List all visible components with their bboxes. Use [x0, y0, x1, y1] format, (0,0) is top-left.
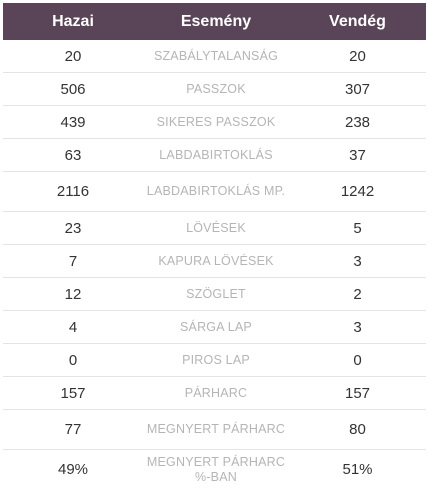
event-label: LABDABIRTOKLÁS	[143, 138, 289, 172]
event-label: LABDABIRTOKLÁS MP.	[143, 171, 289, 212]
away-value: 307	[289, 72, 426, 106]
header-home: Hazai	[3, 3, 143, 40]
home-value: 12	[3, 277, 143, 311]
away-value: 80	[289, 409, 426, 450]
away-value: 0	[289, 343, 426, 377]
away-value: 2	[289, 277, 426, 311]
away-value: 51%	[342, 461, 373, 478]
table-row: 4 SÁRGA LAP 3	[3, 310, 426, 344]
home-value: 439	[3, 105, 143, 139]
header-away: Vendég	[289, 3, 426, 40]
away-value: 1242	[289, 171, 426, 212]
table-row: 49% MEGNYERT PÁRHARC %-BAN 51%	[3, 450, 426, 490]
table-row: 20 SZABÁLYTALANSÁG 20	[3, 40, 426, 73]
event-label: SÁRGA LAP	[143, 310, 289, 344]
table-header-row: Hazai Esemény Vendég	[3, 3, 426, 40]
event-label: SZABÁLYTALANSÁG	[143, 40, 289, 73]
table-row: 63 LABDABIRTOKLÁS 37	[3, 138, 426, 172]
header-event: Esemény	[143, 3, 289, 40]
stats-body: 20 SZABÁLYTALANSÁG 20 506 PASSZOK 307 439 SIKER…	[3, 40, 426, 489]
table-row: 7 KAPURA LÖVÉSEK 3	[3, 244, 426, 278]
table-row: 12 SZÖGLET 2	[3, 277, 426, 311]
table-row: 506 PASSZOK 307	[3, 72, 426, 106]
away-value: 238	[289, 105, 426, 139]
event-label: MEGNYERT PÁRHARC %-BAN	[146, 454, 286, 484]
event-label: MEGNYERT PÁRHARC	[143, 409, 289, 450]
table-row: 77 MEGNYERT PÁRHARC 80	[3, 409, 426, 450]
event-label: PÁRHARC	[143, 376, 289, 410]
event-label: PIROS LAP	[143, 343, 289, 377]
table-row: 2116 LABDABIRTOKLÁS MP. 1242	[3, 171, 426, 212]
table-row: 0 PIROS LAP 0	[3, 343, 426, 377]
away-value: 20	[289, 40, 426, 73]
home-value: 63	[3, 138, 143, 172]
home-value: 506	[3, 72, 143, 106]
table-row: 23 LÖVÉSEK 5	[3, 211, 426, 245]
match-stats-table: Hazai Esemény Vendég 20 SZABÁLYTALANSÁG 20…	[3, 3, 426, 489]
away-value: 3	[289, 244, 426, 278]
event-label: KAPURA LÖVÉSEK	[143, 244, 289, 278]
home-value: 20	[3, 40, 143, 73]
event-label: SIKERES PASSZOK	[143, 105, 289, 139]
event-label: LÖVÉSEK	[143, 211, 289, 245]
away-value: 5	[289, 211, 426, 245]
away-value: 157	[289, 376, 426, 410]
home-value: 4	[3, 310, 143, 344]
table-row: 439 SIKERES PASSZOK 238	[3, 105, 426, 139]
home-value: 77	[3, 409, 143, 450]
away-value: 3	[289, 310, 426, 344]
away-value: 37	[289, 138, 426, 172]
home-value: 2116	[3, 171, 143, 212]
table-row: 157 PÁRHARC 157	[3, 376, 426, 410]
event-label: PASSZOK	[143, 72, 289, 106]
event-label: SZÖGLET	[143, 277, 289, 311]
home-value: 157	[3, 376, 143, 410]
home-value: 49%	[57, 461, 89, 478]
home-value: 7	[3, 244, 143, 278]
home-value: 0	[3, 343, 143, 377]
home-value: 23	[3, 211, 143, 245]
